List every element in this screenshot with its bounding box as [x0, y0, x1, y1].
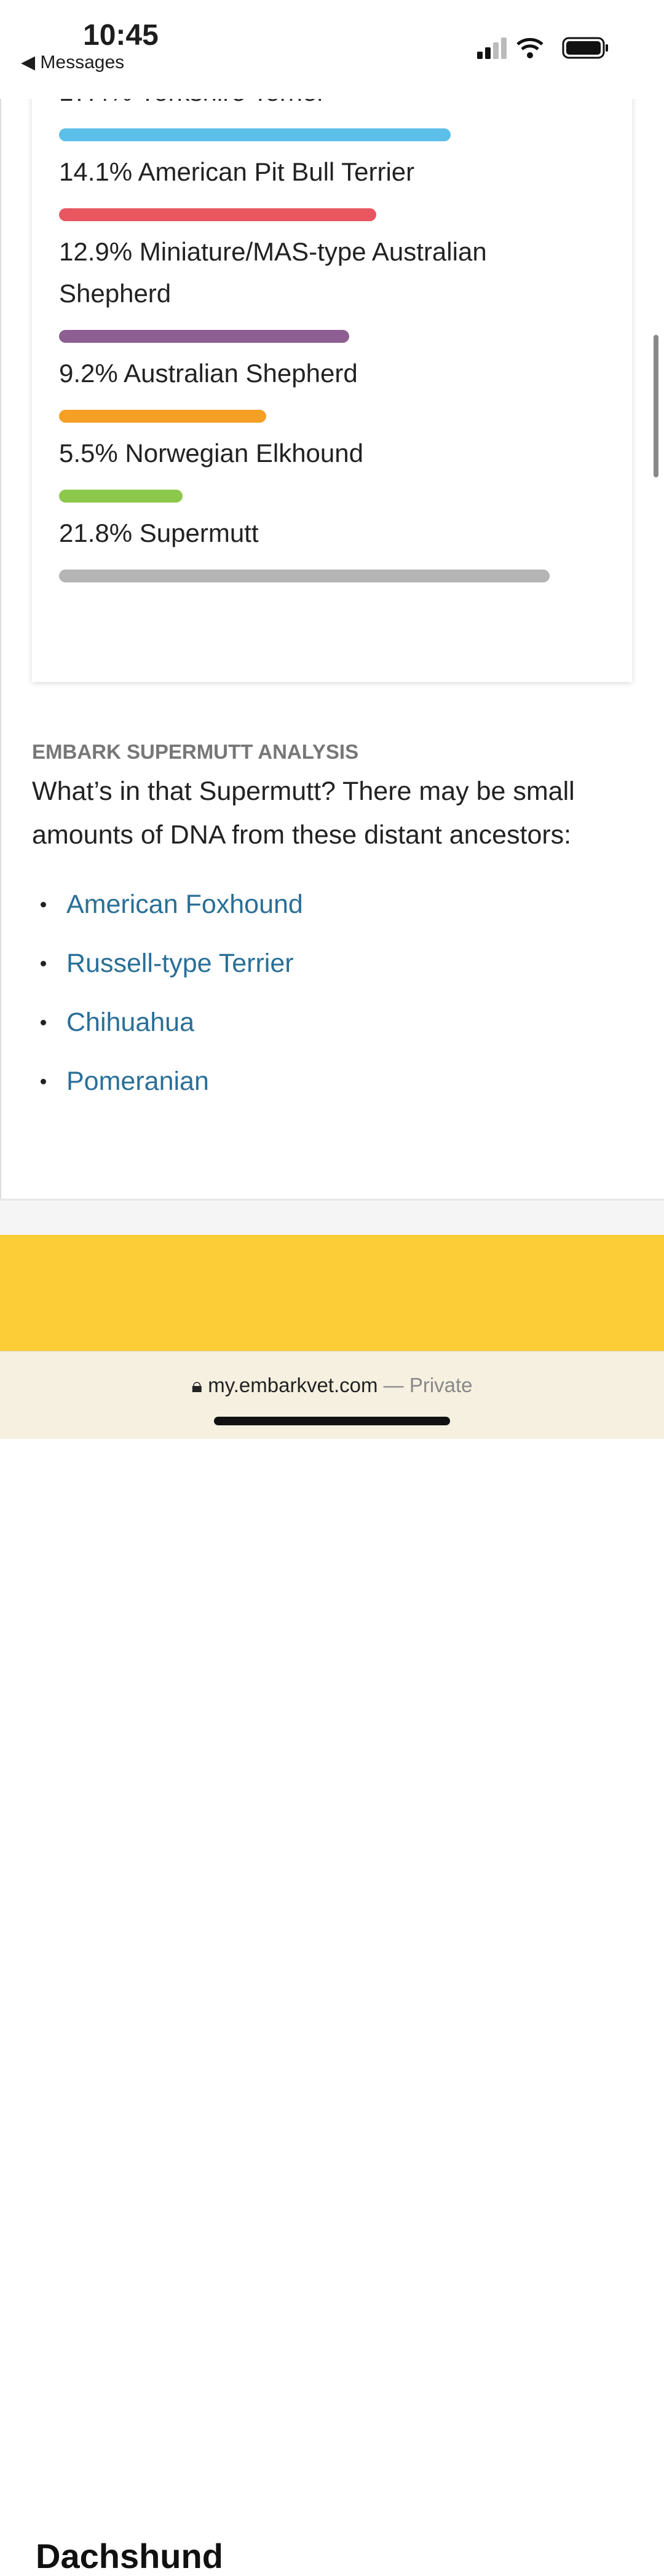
breed-name: American Pit Bull Terrier: [138, 157, 415, 186]
ancestor-link[interactable]: Chihuahua: [32, 1003, 303, 1062]
breed-name: Australian Shepherd: [124, 359, 358, 388]
url-bar[interactable]: 🔒︎ my.embarkvet.com — Private: [0, 1374, 664, 1398]
ancestor-link[interactable]: Pomeranian: [32, 1062, 303, 1121]
breed-list: 17.4% Yorkshire Terrier14.1% American Pi…: [59, 71, 600, 592]
back-label: Messages: [40, 52, 125, 72]
section-heading: EMBARK SUPERMUTT ANALYSIS: [32, 740, 359, 763]
breed-name: Supermutt: [139, 519, 259, 547]
breed-bar: [59, 208, 377, 221]
breed-percent: 14.1%: [59, 157, 133, 186]
lock-icon: 🔒︎: [191, 1374, 203, 1396]
breed-bar: [59, 570, 550, 582]
section-title: Dachshund: [36, 2537, 223, 2575]
breed-label: 12.9% Miniature/MAS-type Australian Shep…: [59, 231, 600, 315]
back-arrow: ◀︎: [21, 52, 36, 72]
browser-mode: — Private: [383, 1374, 473, 1396]
home-indicator: [214, 1417, 450, 1425]
breed-bar: [59, 128, 451, 141]
breed-bar: [59, 410, 266, 423]
breed-bar: [59, 490, 183, 503]
breed-percent: 12.9%: [59, 237, 133, 266]
browser-bar: 🔒︎ my.embarkvet.com — Private: [0, 1351, 664, 1439]
breed-label: 9.2% Australian Shepherd: [59, 353, 600, 394]
breed-percent: 5.5%: [59, 439, 118, 468]
ancestor-link[interactable]: Russell-type Terrier: [32, 944, 303, 1003]
breed-name: Norwegian Elkhound: [125, 439, 363, 468]
status-icons: [477, 37, 608, 59]
section-text: What’s in that Supermutt? There may be s…: [32, 777, 575, 850]
ancestor-link[interactable]: American Foxhound: [32, 885, 303, 944]
separator: [0, 1199, 664, 1237]
ancestor-list: American Foxhound Russell-type Terrier Chi…: [32, 885, 303, 1121]
time: 10:45: [83, 19, 159, 52]
breed-bar: [59, 330, 350, 343]
breed-label: 14.1% American Pit Bull Terrier: [59, 151, 600, 193]
breed-label: 21.8% Supermutt: [59, 512, 600, 554]
breed-percent: 21.8%: [59, 519, 133, 547]
breed-name: Miniature/MAS-type Australian Shepherd: [59, 237, 487, 308]
domain: my.embarkvet.com: [208, 1374, 378, 1396]
scrollbar: [654, 335, 658, 477]
status-bar: 10:45 ◀︎ Messages: [0, 0, 664, 99]
breed-percent: 9.2%: [59, 359, 118, 388]
edge: [0, 99, 1, 1199]
back-button[interactable]: ◀︎ Messages: [21, 52, 124, 73]
breed-label: 5.5% Norwegian Elkhound: [59, 433, 600, 474]
